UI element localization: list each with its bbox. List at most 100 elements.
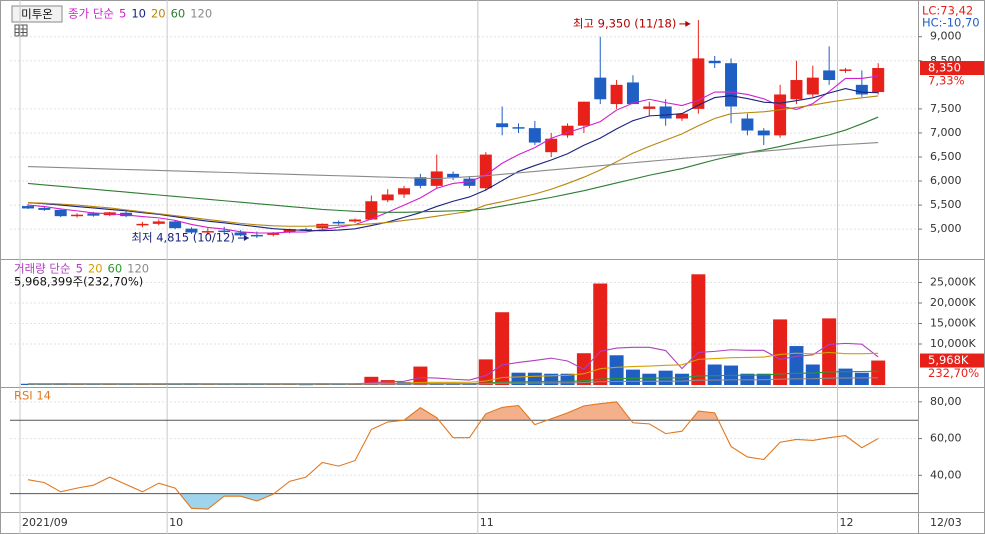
candle-body xyxy=(250,234,263,237)
legend-entry: 5 xyxy=(119,7,126,21)
y-tick-label: 15,000K xyxy=(930,317,976,330)
legend-entry: RSI 14 xyxy=(14,389,51,403)
info-label: 5,968,399주(232,70%) xyxy=(14,275,143,289)
x-tick-label: 10 xyxy=(169,516,183,529)
candle-body xyxy=(398,188,411,195)
volume-bar xyxy=(560,373,575,385)
candle-body xyxy=(381,194,394,201)
candle-body xyxy=(71,214,84,217)
change-label: 7,33% xyxy=(928,74,965,88)
candle-body xyxy=(201,231,214,233)
volume-bar xyxy=(707,364,722,385)
candle-body xyxy=(152,221,165,224)
volume-bar xyxy=(609,355,624,385)
candle-body xyxy=(414,177,427,186)
ma-line xyxy=(27,401,879,510)
last-value-label: 5,968K xyxy=(928,353,969,367)
candle-body xyxy=(22,206,34,209)
last-value-box xyxy=(920,61,984,76)
candle-body xyxy=(561,125,574,136)
volume-bar xyxy=(642,373,657,385)
candle-body xyxy=(708,60,721,64)
y-tick-label: 5,000 xyxy=(930,222,962,235)
y-tick-label: 7,000 xyxy=(930,126,962,139)
high-annotation: 최고 9,350 (11/18) xyxy=(573,16,677,30)
volume-bar xyxy=(625,369,640,385)
candle-body xyxy=(267,232,280,235)
y-tick-label: 9,000 xyxy=(930,30,962,43)
candle-body xyxy=(855,84,868,95)
volume-bar xyxy=(854,372,869,385)
y-tick-label: 6,500 xyxy=(930,150,962,163)
candle-body xyxy=(234,232,247,236)
candle-body xyxy=(692,58,705,109)
y-tick-label: 40,00 xyxy=(930,468,962,481)
ma-line xyxy=(27,95,879,227)
candle-body xyxy=(136,223,149,226)
legend-entry: 10 xyxy=(131,7,146,21)
last-value-label: 8,350 xyxy=(928,61,961,75)
volume-bar xyxy=(773,319,788,385)
title-box xyxy=(11,5,63,23)
candle-body xyxy=(839,69,852,71)
y-tick-label: 10,000K xyxy=(930,337,976,350)
hc-label: HC:-10,70 xyxy=(922,16,980,30)
candle-body xyxy=(87,213,100,216)
candle-body xyxy=(38,207,51,210)
legend-entry: 20 xyxy=(151,7,166,21)
candle-body xyxy=(676,113,688,119)
chart-title: 미투온 xyxy=(21,7,53,21)
candle-body xyxy=(218,230,231,233)
volume-bar xyxy=(413,366,428,385)
candle-body xyxy=(447,173,460,178)
candle-body xyxy=(626,82,639,105)
ma-line xyxy=(27,88,879,232)
lc-label: LC:73,42 xyxy=(922,4,973,18)
volume-bar xyxy=(544,373,559,385)
candle-body xyxy=(577,101,590,126)
x-tick-label: 2021/09 xyxy=(22,516,68,529)
volume-bar xyxy=(593,283,608,385)
annotation-arrowhead xyxy=(243,235,249,242)
volume-bar xyxy=(675,373,689,385)
candle-body xyxy=(725,63,738,107)
volume-bar xyxy=(495,312,510,385)
candle-body xyxy=(610,84,623,105)
y-tick-label: 7,500 xyxy=(930,102,962,115)
y-tick-label: 5,500 xyxy=(930,198,962,211)
legend-entry: 5 xyxy=(76,262,83,276)
candle-body xyxy=(823,70,836,81)
volume-bar xyxy=(478,359,493,385)
volume-bar xyxy=(838,368,853,385)
grid-icon xyxy=(14,24,28,37)
candle-body xyxy=(872,68,885,93)
volume-bar xyxy=(380,380,395,385)
legend-entry: 60 xyxy=(108,262,123,276)
candle-body xyxy=(349,219,361,222)
candle-body xyxy=(299,229,312,231)
candle-body xyxy=(741,118,754,131)
candle-body xyxy=(545,138,558,153)
volume-bar xyxy=(822,318,837,385)
candle-body xyxy=(169,221,182,229)
candle-body xyxy=(365,201,378,220)
x-tick-label: 12 xyxy=(840,516,854,529)
ma-line xyxy=(28,377,879,385)
volume-bar xyxy=(429,384,444,385)
low-annotation: 최저 4,815 (10/12) xyxy=(131,231,235,245)
candle-body xyxy=(774,94,787,136)
volume-bar xyxy=(871,360,886,385)
candle-body xyxy=(806,77,819,95)
volume-bar xyxy=(805,364,820,385)
volume-bar xyxy=(691,274,706,385)
date-label: 12/03 xyxy=(930,516,962,529)
candle-body xyxy=(54,209,67,217)
candle-body xyxy=(594,77,607,100)
legend-title: 거래량 단순 xyxy=(14,262,71,276)
legend-entry: 60 xyxy=(171,7,186,21)
change-label: 232,70% xyxy=(928,366,979,380)
y-tick-label: 80,00 xyxy=(930,395,962,408)
candle-body xyxy=(643,106,656,109)
